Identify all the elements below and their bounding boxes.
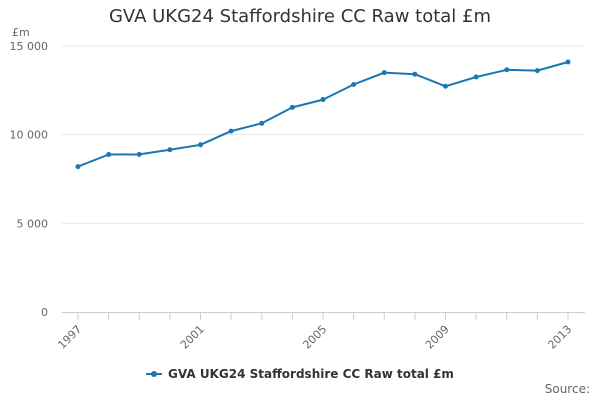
x-tick-label: 2013	[545, 323, 574, 352]
y-tick-label: 10 000	[10, 129, 49, 142]
y-axis-ticks: 0 5 000 10 000 15 000	[10, 40, 49, 319]
legend: GVA UKG24 Staffordshire CC Raw total £m	[0, 364, 600, 381]
data-point[interactable]	[504, 67, 510, 73]
x-tick-label: 1997	[55, 323, 84, 352]
data-point[interactable]	[136, 151, 142, 157]
x-tick-label: 2005	[300, 323, 329, 352]
series-group	[75, 59, 571, 170]
chart-title: GVA UKG24 Staffordshire CC Raw total £m	[108, 6, 492, 27]
y-tick-label: 0	[41, 306, 48, 319]
x-tick-label: 2001	[178, 323, 207, 352]
data-point[interactable]	[228, 128, 234, 134]
data-point[interactable]	[351, 81, 357, 87]
source-credit[interactable]: Source:	[544, 382, 590, 396]
data-point[interactable]	[443, 83, 448, 89]
data-point[interactable]	[381, 70, 387, 76]
data-point[interactable]	[106, 152, 112, 158]
series-line	[77, 61, 569, 168]
data-point[interactable]	[198, 142, 203, 148]
legend-item[interactable]: GVA UKG24 Staffordshire CC Raw total £m	[146, 367, 454, 381]
y-tick-label: 5 000	[17, 217, 49, 230]
data-point[interactable]	[320, 97, 326, 103]
x-tick-label: 2009	[423, 323, 452, 352]
legend-label: GVA UKG24 Staffordshire CC Raw total £m	[168, 367, 454, 381]
legend-line-marker-icon	[146, 371, 163, 377]
data-point[interactable]	[534, 68, 540, 74]
data-point[interactable]	[473, 74, 479, 80]
x-axis-ticks: 1997 2001 2005 2009 2013	[55, 312, 574, 352]
y-axis-unit-label: £m	[12, 26, 30, 39]
data-point[interactable]	[289, 104, 295, 110]
data-point[interactable]	[565, 59, 571, 65]
data-point[interactable]	[412, 71, 418, 77]
data-point[interactable]	[259, 120, 265, 126]
data-point[interactable]	[75, 164, 81, 170]
gridlines	[62, 45, 585, 224]
y-tick-label: 15 000	[10, 40, 49, 53]
data-point[interactable]	[167, 147, 173, 153]
